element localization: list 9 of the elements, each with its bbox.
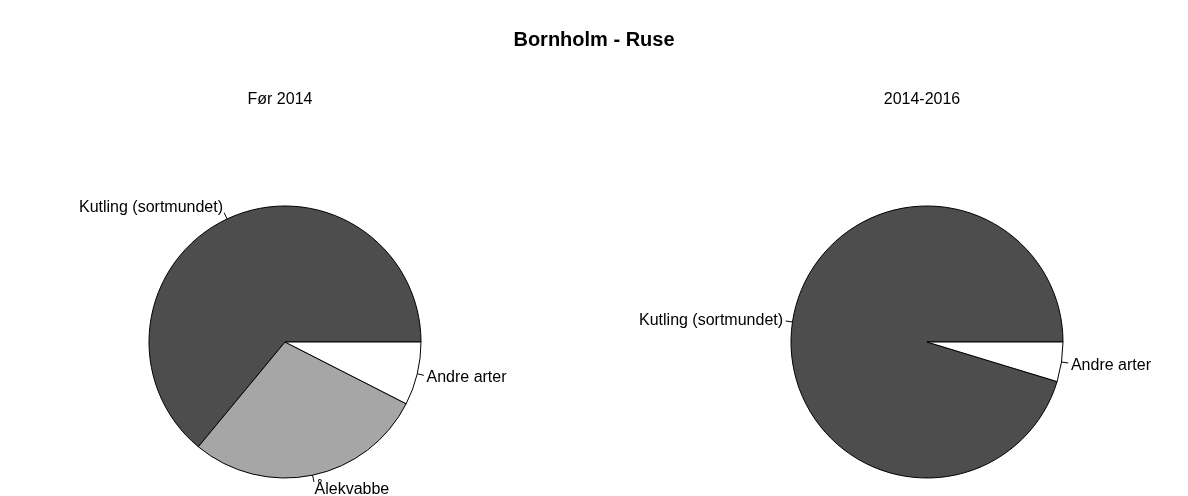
slice-label: Kutling (sortmundet) (639, 311, 784, 329)
slice-label: Kutling (sortmundet) (78, 198, 224, 216)
slice-label: Andre arter (1070, 355, 1152, 373)
slice-label: Ålekvabbe (314, 478, 390, 496)
slice-label: Andre arter (426, 368, 508, 386)
text: Bornholm - Ruse (512, 28, 676, 51)
pie-slice (790, 205, 1064, 479)
chart-title: Før 2014 (246, 90, 314, 108)
chart-title: 2014-2016 (882, 90, 962, 108)
